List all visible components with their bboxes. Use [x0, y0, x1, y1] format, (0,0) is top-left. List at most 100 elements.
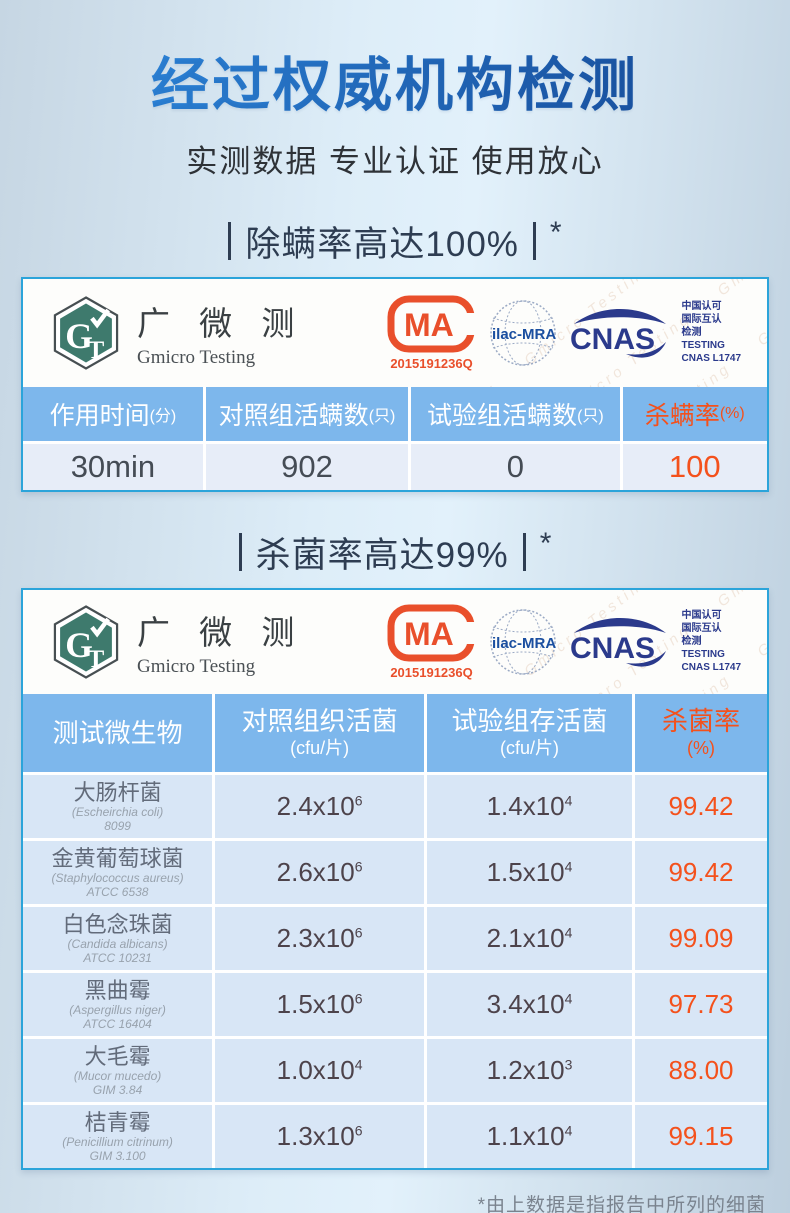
control-count-cell: 1.0x104 — [215, 1039, 425, 1102]
test-count-cell: 1.4x104 — [427, 775, 632, 838]
lab-name-chinese: 广 微 测 — [137, 614, 305, 651]
cnas-line: CNAS L1747 — [681, 353, 741, 364]
mite-table-header: 作用时间 (分) 对照组活螨数 (只) 试验组活螨数 (只) 杀螨率 (%) — [23, 387, 767, 441]
cnas-line: TESTING — [681, 340, 725, 351]
cma-mark: MA 2015191236Q — [386, 604, 478, 680]
microbe-name-cell: 大肠杆菌 (Escheirchia coli) 8099 — [23, 775, 213, 838]
cma-number: 2015191236Q — [390, 356, 473, 371]
germ-heading-asterisk: * — [539, 527, 552, 560]
svg-text:CNAS: CNAS — [570, 323, 655, 356]
cnas-line: 检测 — [681, 327, 702, 338]
lab-name-block: 广 微 测 Gmicro Testing — [137, 297, 304, 369]
cnas-line: 国际互认 — [681, 623, 722, 634]
mite-control-value: 902 — [205, 444, 409, 490]
heading-left-bar — [228, 222, 232, 260]
mite-test-card: Gmicro Testing Gmicro Testing Gmicro Tes… — [21, 277, 769, 492]
certificate-logo-strip: Gmicro Testing Gmicro Testing Gmicro Tes… — [23, 590, 767, 694]
cnas-text-block: 中国认可 国际互认 检测 TESTING CNAS L1747 — [682, 610, 741, 674]
cnas-line: 中国认可 — [681, 301, 722, 312]
lab-name-english: Gmicro Testing — [137, 347, 256, 368]
certificate-logo-strip: Gmicro Testing Gmicro Testing Gmicro Tes… — [23, 279, 767, 387]
gt-hexagon-icon: G T — [53, 605, 119, 679]
microbe-name-cell: 黑曲霉 (Aspergillus niger) ATCC 16404 — [23, 973, 213, 1036]
cma-number: 2015191236Q — [390, 665, 473, 680]
kill-rate-cell: 99.09 — [634, 907, 767, 970]
cma-icon: MA — [387, 604, 478, 662]
kill-rate-cell: 99.15 — [634, 1105, 767, 1168]
cnas-line: 国际互认 — [681, 314, 722, 325]
page-title: 经过权威机构检测 — [0, 38, 790, 122]
test-count-cell: 1.2x103 — [427, 1039, 632, 1102]
germ-table-row: 大毛霉 (Mucor mucedo) GIM 3.84 1.0x104 1.2x… — [23, 1039, 767, 1102]
cnas-line: CNAS L1747 — [681, 662, 741, 673]
certification-marks: MA 2015191236Q ilac-MRA CNAS 中国认可 — [386, 604, 741, 680]
germ-table-row: 白色念珠菌 (Candida albicans) ATCC 10231 2.3x… — [23, 907, 767, 970]
lab-name-english: Gmicro Testing — [137, 656, 256, 677]
page-subtitle: 实测数据 专业认证 使用放心 — [186, 144, 604, 179]
test-count-cell: 1.1x104 — [427, 1105, 632, 1168]
certification-marks: MA 2015191236Q ilac-MRA CNAS 中国认可 — [386, 295, 741, 371]
gmicro-lab-logo: G T 广 微 测 Gmicro Testing — [49, 296, 304, 370]
kill-rate-cell: 88.00 — [634, 1039, 767, 1102]
germ-test-card: Gmicro Testing Gmicro Testing Gmicro Tes… — [21, 588, 769, 1170]
svg-text:MA: MA — [404, 307, 454, 343]
cnas-line: 中国认可 — [681, 610, 722, 621]
test-count-cell: 1.5x104 — [427, 841, 632, 904]
cma-icon: MA — [387, 295, 478, 353]
microbe-name-cell: 大毛霉 (Mucor mucedo) GIM 3.84 — [23, 1039, 213, 1102]
svg-text:T: T — [87, 646, 104, 673]
kill-rate-cell: 99.42 — [634, 775, 767, 838]
cnas-icon: CNAS — [570, 309, 666, 358]
svg-text:ilac-MRA: ilac-MRA — [492, 326, 556, 343]
germ-table-row: 桔青霉 (Penicillium citrinum) GIM 3.100 1.3… — [23, 1105, 767, 1168]
mite-header-test: 试验组活螨数 (只) — [411, 387, 620, 441]
svg-text:G: G — [65, 316, 93, 356]
svg-text:ilac-MRA: ilac-MRA — [492, 635, 556, 652]
germ-table-row: 金黄葡萄球菌 (Staphylococcus aureus) ATCC 6538… — [23, 841, 767, 904]
svg-text:MA: MA — [404, 616, 454, 652]
test-count-cell: 3.4x104 — [427, 973, 632, 1036]
gmicro-lab-logo: G T 广 微 测 Gmicro Testing — [49, 605, 304, 679]
germ-table-row: 黑曲霉 (Aspergillus niger) ATCC 16404 1.5x1… — [23, 973, 767, 1036]
cnas-line: 检测 — [681, 636, 702, 647]
gt-hexagon-icon: G T — [53, 296, 119, 370]
mite-header-control: 对照组活螨数 (只) — [205, 387, 409, 441]
germ-header-rate: 杀菌率 (%) — [634, 694, 767, 772]
heading-right-bar — [532, 222, 536, 260]
mite-test-value: 0 — [411, 444, 620, 490]
svg-text:G: G — [65, 625, 93, 665]
control-count-cell: 1.3x106 — [215, 1105, 425, 1168]
cnas-text-block: 中国认可 国际互认 检测 TESTING CNAS L1747 — [682, 301, 741, 365]
cnas-icon: CNAS — [570, 618, 666, 667]
mite-time-value: 30min — [23, 444, 203, 490]
test-count-cell: 2.1x104 — [427, 907, 632, 970]
svg-text:T: T — [87, 337, 104, 364]
germ-section-heading: 杀菌率高达99% * — [0, 527, 790, 575]
cnas-line: TESTING — [681, 649, 725, 660]
mite-rate-value: 100 — [622, 444, 767, 490]
microbe-name-cell: 白色念珠菌 (Candida albicans) ATCC 10231 — [23, 907, 213, 970]
kill-rate-cell: 99.42 — [634, 841, 767, 904]
microbe-name-cell: 桔青霉 (Penicillium citrinum) GIM 3.100 — [23, 1105, 213, 1168]
germ-table-row: 大肠杆菌 (Escheirchia coli) 8099 2.4x106 1.4… — [23, 775, 767, 838]
lab-name-block: 广 微 测 Gmicro Testing — [137, 606, 304, 678]
mite-table-row: 30min 902 0 100 — [23, 444, 767, 490]
mite-section-heading: 除螨率高达100% * — [0, 216, 790, 264]
germ-heading-text: 杀菌率高达99% — [255, 535, 509, 575]
heading-left-bar — [238, 533, 242, 571]
mite-header-rate: 杀螨率 (%) — [622, 387, 767, 441]
microbe-name-cell: 金黄葡萄球菌 (Staphylococcus aureus) ATCC 6538 — [23, 841, 213, 904]
kill-rate-cell: 97.73 — [634, 973, 767, 1036]
control-count-cell: 2.4x106 — [215, 775, 425, 838]
germ-table-header: 测试微生物 对照组织活菌 (cfu/片) 试验组存活菌 (cfu/片) 杀菌率 (%) — [23, 694, 767, 772]
ilac-mra-icon: ilac-MRA — [489, 609, 556, 675]
mite-heading-asterisk: * — [549, 216, 562, 249]
lab-name-chinese: 广 微 测 — [137, 305, 305, 342]
svg-text:CNAS: CNAS — [570, 632, 655, 665]
mite-heading-text: 除螨率高达100% — [245, 224, 519, 264]
ilac-mra-icon: ilac-MRA — [489, 300, 556, 366]
mite-header-time: 作用时间 (分) — [23, 387, 203, 441]
control-count-cell: 2.3x106 — [215, 907, 425, 970]
germ-header-control: 对照组织活菌 (cfu/片) — [215, 694, 425, 772]
